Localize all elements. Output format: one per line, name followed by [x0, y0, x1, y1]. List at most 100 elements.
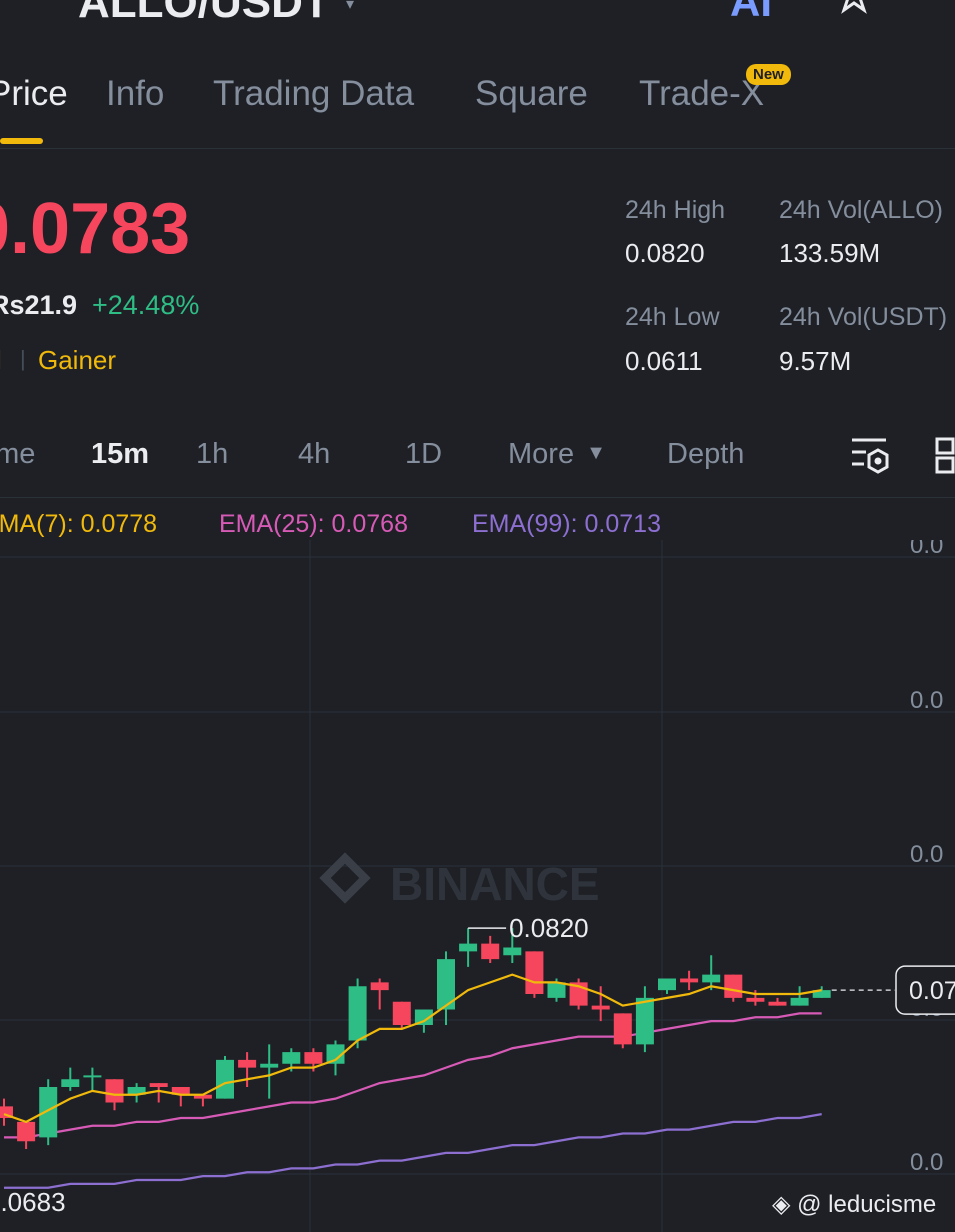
tab-trading-data[interactable]: Trading Data [213, 74, 415, 113]
interval-more[interactable]: More ▼ [508, 438, 606, 471]
candle [238, 1052, 257, 1087]
pair-dropdown-icon[interactable]: ▾ [346, 0, 355, 13]
candle-body [17, 1121, 36, 1142]
candle-body [171, 1087, 190, 1095]
tab-square[interactable]: Square [475, 74, 588, 113]
candle-body [348, 986, 367, 1041]
stat-high-label: 24h High [625, 196, 726, 224]
tag-separator: | [20, 346, 26, 371]
binance-watermark: BINANCE [319, 852, 600, 910]
divider [0, 497, 955, 498]
candle-body [613, 1013, 632, 1045]
candle-body [547, 982, 566, 998]
last-price: 0.0783 [0, 189, 191, 269]
low-marker-label: 0.0683 [0, 1187, 66, 1217]
star-icon[interactable] [836, 0, 872, 14]
stat-low-label: 24h Low [625, 303, 720, 331]
top-bar: ALLO/USDT ▾ AI [0, 0, 955, 30]
stat-vol-quote-value: 9.57M [779, 346, 852, 376]
bell-icon[interactable] [918, 0, 955, 14]
depth-tab[interactable]: Depth [667, 438, 745, 470]
interval-4h[interactable]: 4h [298, 438, 331, 470]
candle-body [260, 1063, 279, 1068]
candle-body [790, 997, 809, 1006]
ema7-line-group [3, 973, 822, 1124]
candle [392, 1001, 411, 1029]
tab-trade-x[interactable]: Trade-X [639, 74, 765, 113]
chart-overlays: 0.0820 0.0683 0.07 [0, 913, 955, 1217]
y-tick-label: 0.0 [910, 1149, 943, 1176]
y-tick-label: 0.0 [910, 841, 943, 868]
candle [812, 986, 831, 998]
tab-info[interactable]: Info [106, 74, 165, 113]
stat-low-value: 0.0611 [625, 346, 703, 376]
candle [149, 1083, 168, 1103]
candle-body [459, 943, 478, 952]
candle [503, 928, 522, 963]
ema99-legend: EMA(99): 0.0713 [472, 510, 661, 538]
interval-15m[interactable]: 15m [91, 438, 150, 470]
stat-vol-base-value: 133.59M [779, 238, 881, 268]
candle [61, 1067, 80, 1091]
candle-body [238, 1059, 257, 1068]
more-label: More [508, 438, 575, 470]
candle [790, 986, 809, 1006]
candle [724, 974, 743, 1002]
candle [591, 986, 610, 1022]
interval-1d[interactable]: 1D [405, 438, 443, 470]
candle-body [282, 1052, 301, 1064]
candle [702, 955, 721, 991]
candle-body [437, 959, 455, 1010]
candle-body [746, 997, 765, 1002]
ai-icon[interactable]: AI [730, 0, 772, 25]
candle-body [216, 1059, 234, 1099]
stat-vol-quote-label: 24h Vol(USDT) [779, 303, 948, 331]
candle-body [304, 1052, 323, 1064]
candle-body [370, 982, 389, 991]
candle [768, 997, 787, 1006]
candles-group [0, 928, 831, 1149]
candle [525, 951, 544, 998]
ema25-line-group [4, 1012, 822, 1139]
candle-body [481, 943, 500, 960]
candle [658, 978, 676, 994]
tag-gainer[interactable]: Gainer [38, 345, 117, 375]
tab-price[interactable]: Price [0, 74, 68, 113]
candle-body [83, 1075, 102, 1078]
interval-time[interactable]: Time [0, 438, 36, 470]
candle [83, 1067, 102, 1091]
ema99-line-group [4, 1113, 822, 1189]
candle-body [193, 1094, 212, 1099]
ema7-legend: EMA(7): 0.0778 [0, 510, 158, 538]
high-marker-label: 0.0820 [509, 913, 589, 943]
stat-high-value: 0.0820 [625, 238, 705, 268]
layout-grid-icon[interactable] [933, 436, 955, 476]
candle [613, 1013, 632, 1049]
chart-grid: 0.00.00.00.00.0 [0, 540, 955, 1232]
candle [746, 990, 765, 1006]
candle [326, 1040, 345, 1076]
candle [193, 1094, 212, 1107]
indicator-settings-icon[interactable] [850, 436, 892, 476]
fiat-price: Rs21.9 [0, 290, 78, 320]
candle-body [127, 1087, 146, 1095]
interval-1h[interactable]: 1h [196, 438, 229, 470]
candle-body [326, 1044, 345, 1064]
binance-logo-icon: ◈ [772, 1191, 791, 1218]
ema25-line [4, 1012, 822, 1139]
back-arrow-icon[interactable] [0, 0, 20, 14]
ema99-line [4, 1113, 822, 1189]
stat-vol-base-label: 24h Vol(ALLO) [779, 196, 943, 224]
candle-body [812, 990, 831, 998]
new-badge: New [746, 64, 791, 85]
active-tab-indicator [0, 138, 43, 144]
candle-body [392, 1001, 411, 1025]
tag-cut[interactable]: l [0, 345, 2, 376]
candle-body [414, 1009, 433, 1025]
candle [680, 970, 699, 991]
current-price-tag [895, 965, 955, 1015]
candle [260, 1044, 279, 1099]
trading-pair-title[interactable]: ALLO/USDT [78, 0, 330, 27]
candle [17, 1121, 36, 1149]
